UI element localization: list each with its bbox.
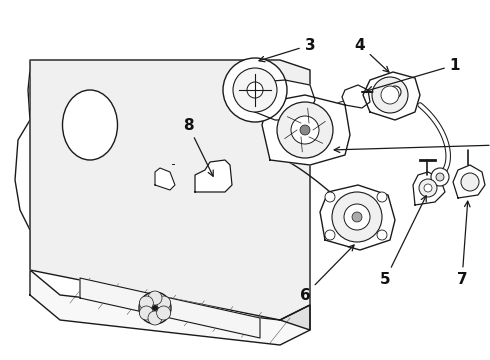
Polygon shape xyxy=(248,80,315,120)
Circle shape xyxy=(247,82,263,98)
Text: 6: 6 xyxy=(299,245,354,302)
Circle shape xyxy=(377,230,387,240)
Circle shape xyxy=(461,173,479,191)
Polygon shape xyxy=(0,60,30,270)
Circle shape xyxy=(152,305,158,311)
Text: 5: 5 xyxy=(380,196,426,288)
Circle shape xyxy=(381,86,399,104)
Circle shape xyxy=(277,102,333,158)
Circle shape xyxy=(332,192,382,242)
Circle shape xyxy=(148,291,162,305)
Circle shape xyxy=(148,311,162,325)
Circle shape xyxy=(233,68,277,112)
Polygon shape xyxy=(320,185,395,250)
Polygon shape xyxy=(453,165,485,198)
Text: 1: 1 xyxy=(367,58,460,92)
Circle shape xyxy=(157,306,171,320)
Polygon shape xyxy=(30,60,310,320)
Circle shape xyxy=(157,296,171,310)
Circle shape xyxy=(389,86,401,98)
Circle shape xyxy=(419,179,437,197)
Circle shape xyxy=(139,306,153,320)
Circle shape xyxy=(325,192,335,202)
Polygon shape xyxy=(413,172,445,205)
Polygon shape xyxy=(363,72,420,120)
Circle shape xyxy=(377,192,387,202)
Circle shape xyxy=(300,125,310,135)
Text: 7: 7 xyxy=(457,201,470,288)
Polygon shape xyxy=(80,278,260,338)
Circle shape xyxy=(139,296,153,310)
Polygon shape xyxy=(195,160,232,192)
Circle shape xyxy=(325,230,335,240)
Circle shape xyxy=(372,77,408,113)
Circle shape xyxy=(352,212,362,222)
Ellipse shape xyxy=(63,90,118,160)
Polygon shape xyxy=(342,85,370,108)
Text: 3: 3 xyxy=(259,37,315,62)
Text: 4: 4 xyxy=(355,37,389,72)
Polygon shape xyxy=(280,305,310,330)
Circle shape xyxy=(139,292,171,324)
Text: 8: 8 xyxy=(183,117,213,176)
Circle shape xyxy=(431,168,449,186)
Circle shape xyxy=(223,58,287,122)
Text: 2: 2 xyxy=(334,138,490,153)
Polygon shape xyxy=(155,168,175,190)
Circle shape xyxy=(424,184,432,192)
Polygon shape xyxy=(30,270,310,345)
Circle shape xyxy=(291,116,319,144)
Circle shape xyxy=(436,173,444,181)
Circle shape xyxy=(344,204,370,230)
Polygon shape xyxy=(262,95,350,165)
